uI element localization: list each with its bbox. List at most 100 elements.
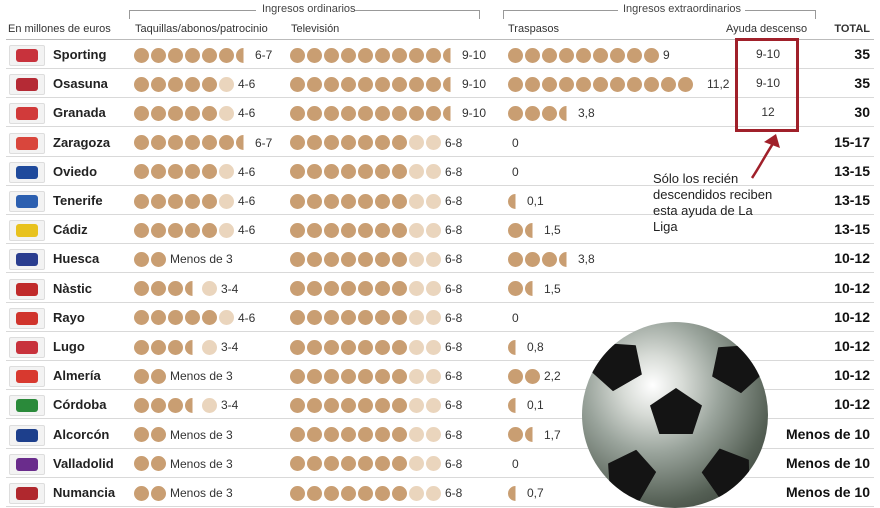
taquillas-dots <box>134 485 166 501</box>
row-divider <box>6 418 874 420</box>
television-dot <box>307 310 322 326</box>
traspasos-dot <box>542 47 557 63</box>
ayuda-value: 9-10 <box>755 47 781 61</box>
taquillas-dot <box>151 135 166 151</box>
traspasos-value: 3,8 <box>578 106 595 121</box>
television-dot-light <box>426 222 441 238</box>
television-dot-light <box>426 397 441 413</box>
taquillas-cell: 4-6 <box>134 103 255 123</box>
taquillas-dot <box>151 47 166 63</box>
taquillas-value: 4-6 <box>238 194 256 208</box>
total-value: 13-15 <box>834 162 870 179</box>
television-dot <box>290 485 305 501</box>
television-dot <box>358 251 373 267</box>
television-dot-light <box>409 222 424 238</box>
taquillas-dot <box>202 76 217 92</box>
team-crest-shape <box>16 224 38 238</box>
total-value: Menos de 10 <box>785 425 870 442</box>
television-dot-light <box>426 135 441 151</box>
team-crest-icon <box>9 307 45 329</box>
annotation-note: Sólo los recién descendidos reciben esta… <box>653 171 773 234</box>
television-dot <box>375 47 390 63</box>
traspasos-dot <box>525 76 540 92</box>
taquillas-dot <box>151 427 166 443</box>
table-row: Rayo 4-6 6-8 0 10-12 <box>6 303 874 332</box>
television-cell: 6-8 <box>290 483 462 503</box>
taquillas-value: Menos de 3 <box>170 427 233 442</box>
taquillas-dot-half <box>185 397 200 413</box>
traspasos-dot-half <box>559 251 574 267</box>
traspasos-cell: 0 <box>508 308 519 328</box>
traspasos-value: 11,2 <box>707 77 730 92</box>
team-name: Zaragoza <box>53 134 111 150</box>
television-dot <box>307 281 322 297</box>
team-crest-icon <box>9 395 45 417</box>
taquillas-dot <box>185 193 200 209</box>
television-value: 6-8 <box>445 456 463 471</box>
traspasos-dot-half <box>525 281 540 297</box>
taquillas-value: 3-4 <box>221 340 239 354</box>
taquillas-dots <box>134 397 217 413</box>
television-dot <box>290 456 305 472</box>
taquillas-dot-half <box>236 135 251 151</box>
row-divider <box>6 389 874 391</box>
television-cell: 6-8 <box>290 162 462 182</box>
television-dot <box>290 193 305 209</box>
taquillas-cell: Menos de 3 <box>134 249 233 269</box>
team-crest-shape <box>16 107 38 121</box>
television-dot <box>375 485 390 501</box>
total-value: 15-17 <box>834 133 870 150</box>
traspasos-cell: 3,8 <box>508 103 595 123</box>
row-divider <box>6 301 874 303</box>
traspasos-value: 1,7 <box>544 427 561 442</box>
television-dot <box>426 105 441 121</box>
traspasos-dot <box>508 251 523 267</box>
traspasos-dot <box>610 76 625 92</box>
taquillas-dot <box>134 310 149 326</box>
television-dot <box>392 339 407 355</box>
television-dot <box>341 76 356 92</box>
taquillas-dot <box>151 485 166 501</box>
taquillas-dot <box>151 222 166 238</box>
television-dot <box>290 427 305 443</box>
team-crest-shape <box>16 311 38 325</box>
traspasos-dot <box>525 251 540 267</box>
taquillas-dot <box>168 281 183 297</box>
total-value: 35 <box>854 75 870 92</box>
taquillas-value: 3-4 <box>221 281 239 296</box>
television-dot <box>341 222 356 238</box>
traspasos-dots <box>508 47 659 63</box>
television-dot-light <box>426 193 441 209</box>
traspasos-dots <box>508 251 574 267</box>
television-dot <box>307 105 322 121</box>
taquillas-dots <box>134 310 234 326</box>
traspasos-dot-half <box>508 339 523 355</box>
total-value: 30 <box>854 104 870 121</box>
television-dot <box>324 310 339 326</box>
taquillas-value: 6-7 <box>255 48 273 62</box>
traspasos-value: 0 <box>512 135 519 150</box>
television-dot <box>324 485 339 501</box>
television-dot <box>392 193 407 209</box>
taquillas-value: Menos de 3 <box>170 486 233 500</box>
taquillas-dot-light <box>219 76 234 92</box>
taquillas-cell: 3-4 <box>134 279 238 299</box>
taquillas-dot <box>185 47 200 63</box>
television-dot <box>290 105 305 121</box>
television-dot <box>307 427 322 443</box>
team-crest-icon <box>9 191 45 212</box>
taquillas-dot-light <box>219 222 234 238</box>
taquillas-dot <box>168 135 183 151</box>
team-crest-icon <box>9 483 45 504</box>
taquillas-cell: 4-6 <box>134 220 255 240</box>
taquillas-dot <box>134 281 149 297</box>
taquillas-cell: 3-4 <box>134 395 238 415</box>
television-value: 6-8 <box>445 223 463 238</box>
television-dot-light <box>426 251 441 267</box>
taquillas-dot <box>202 47 217 63</box>
traspasos-value: 0,7 <box>527 486 544 500</box>
television-value: 9-10 <box>462 77 487 92</box>
television-dots <box>290 456 441 472</box>
traspasos-dot <box>508 368 523 384</box>
television-dot <box>324 193 339 209</box>
